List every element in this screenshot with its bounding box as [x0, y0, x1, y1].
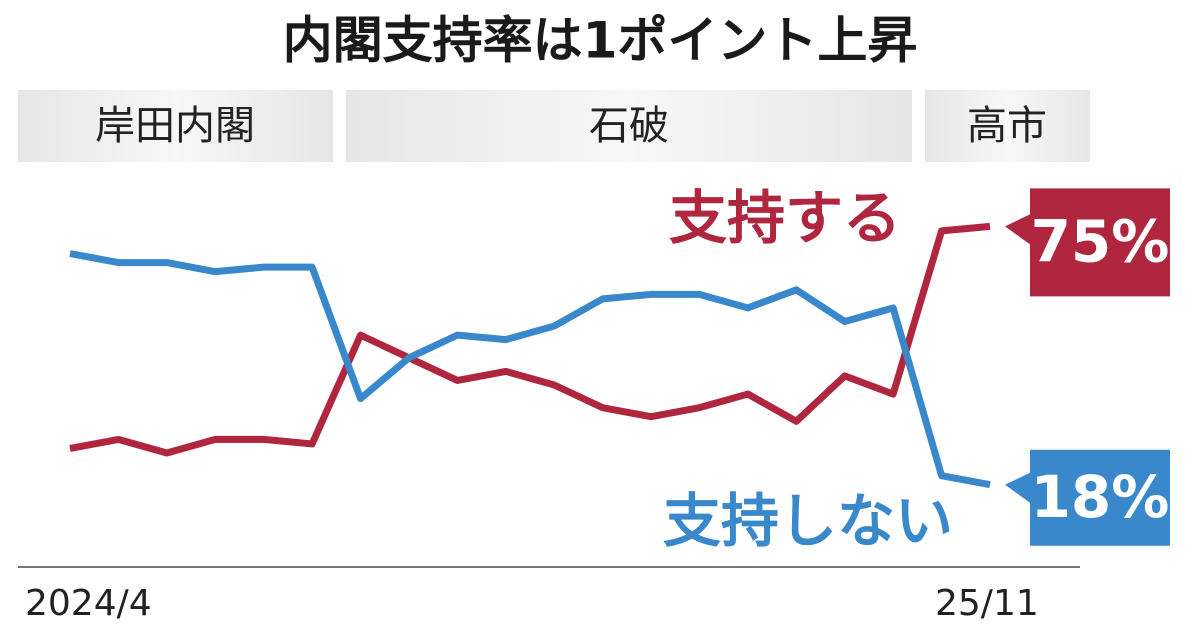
value-label: 18% [1031, 463, 1170, 531]
x-tick-label: 2024/4 [25, 583, 152, 624]
label-box [1005, 449, 1170, 546]
x-tick-label: 25/11 [935, 583, 1039, 624]
period-band [925, 90, 1090, 162]
period-band [346, 90, 912, 162]
chart-title: 内閣支持率は1ポイント上昇 [283, 12, 918, 70]
period-label: 高市 [967, 103, 1047, 149]
value-label: 75% [1031, 207, 1170, 275]
period-label: 岸田内閣 [95, 103, 255, 149]
period-label: 石破 [589, 103, 669, 149]
series-line [69, 222, 991, 457]
series-line [69, 250, 991, 489]
label-box [1005, 188, 1170, 297]
series-label: 支持する [669, 184, 901, 252]
period-band [18, 90, 333, 162]
series-label: 支持しない [663, 487, 953, 555]
